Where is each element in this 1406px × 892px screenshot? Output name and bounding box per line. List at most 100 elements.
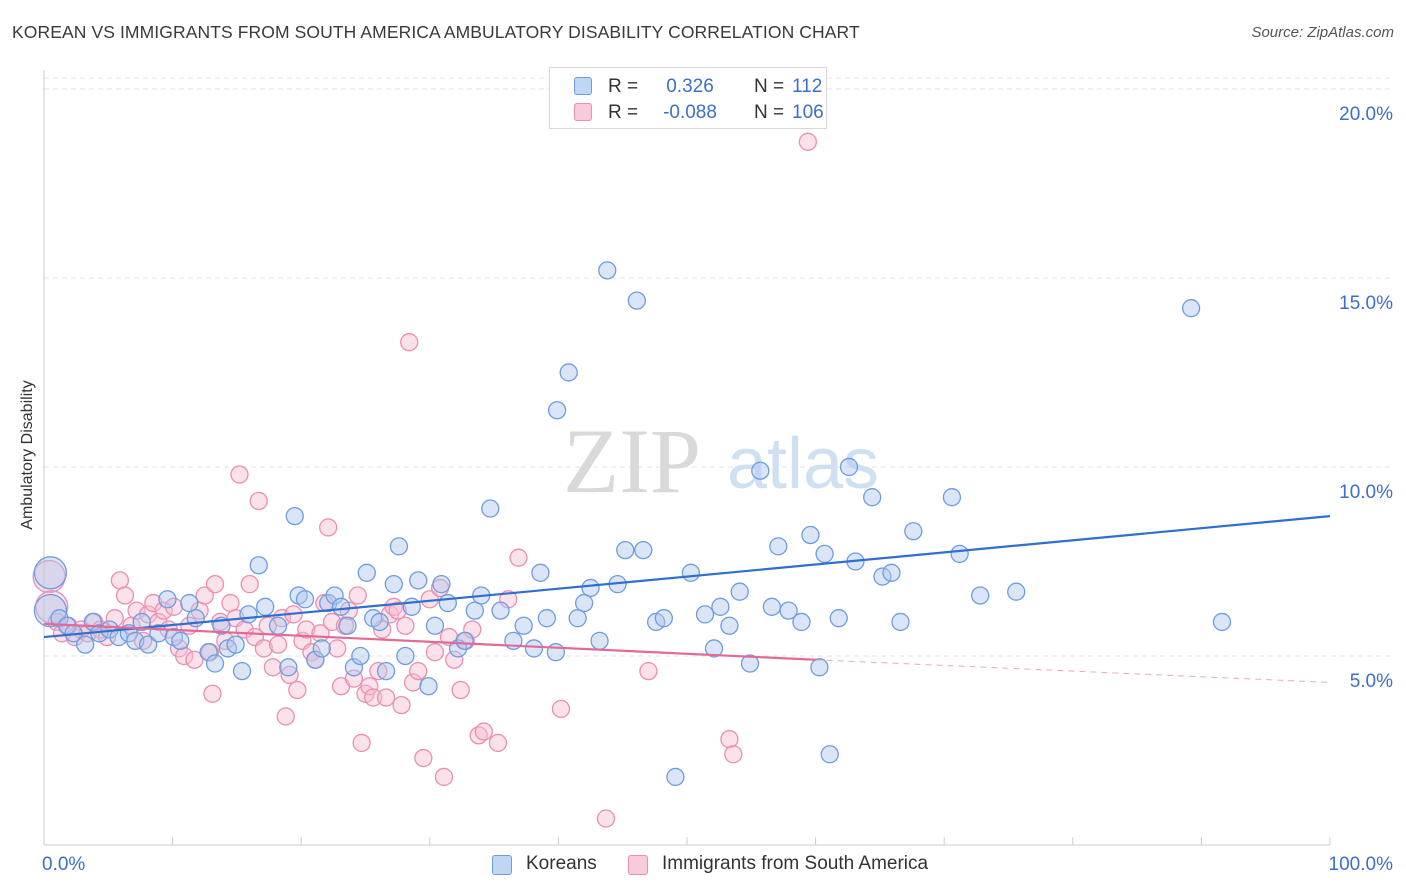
- blue-data-point: [863, 488, 882, 507]
- legend-r-label: R =: [608, 102, 639, 123]
- blue-data-point: [249, 556, 268, 575]
- blue-data-point: [882, 563, 901, 582]
- blue-data-point: [491, 601, 510, 620]
- pink-data-point: [720, 729, 739, 749]
- blue-data-point: [312, 639, 331, 658]
- blue-data-point: [681, 563, 701, 582]
- koreans-trend-line: [43, 515, 1331, 639]
- blue-data-point: [704, 639, 724, 658]
- blue-data-point: [50, 609, 69, 628]
- blue-data-point: [33, 556, 68, 590]
- blue-data-point: [285, 506, 304, 526]
- bottom-legend-label-immigrants: Immigrants from South America: [662, 853, 929, 874]
- blue-data-point: [344, 658, 364, 677]
- pink-data-point: [400, 333, 419, 352]
- pink-data-point: [639, 661, 658, 681]
- pink-data-point: [280, 665, 299, 685]
- blue-data-point: [810, 658, 829, 677]
- blue-data-point: [740, 654, 760, 673]
- blue-data-point: [666, 767, 685, 787]
- blue-data-point: [546, 643, 565, 662]
- trend-lines: [43, 515, 1331, 683]
- blue-data-point: [370, 612, 389, 632]
- pink-data-point: [409, 661, 428, 681]
- blue-data-point: [419, 677, 438, 696]
- pink-data-point: [268, 635, 288, 654]
- blue-data-point: [801, 525, 820, 545]
- blue-data-point: [769, 537, 788, 556]
- blue-data-point: [971, 586, 990, 605]
- blue-data-point: [792, 612, 811, 632]
- blue-data-point: [829, 609, 848, 628]
- pink-data-point: [175, 646, 194, 666]
- blue-data-point: [239, 605, 258, 624]
- bottom-legend-swatch-pink: [628, 855, 648, 875]
- y-tick-label: 20.0%: [1339, 104, 1393, 125]
- blue-data-point: [730, 582, 749, 601]
- blue-data-point: [942, 488, 962, 507]
- pink-data-point: [319, 518, 338, 537]
- blue-data-point: [226, 635, 245, 654]
- pink-data-point: [144, 593, 163, 613]
- pink-data-point: [388, 601, 407, 620]
- blue-data-point: [432, 574, 451, 594]
- blue-data-point: [537, 609, 556, 628]
- pink-data-point: [596, 809, 616, 828]
- pink-data-point: [195, 586, 214, 605]
- bottom-legend-label-koreans: Koreans: [526, 853, 597, 874]
- blue-data-point: [268, 616, 288, 635]
- pink-data-point: [551, 699, 571, 719]
- pink-data-point: [288, 680, 307, 700]
- pink-data-point: [276, 707, 295, 726]
- blue-data-point: [627, 291, 646, 310]
- pink-data-point: [110, 571, 130, 590]
- blue-series-points: [33, 261, 1232, 787]
- blue-data-point: [325, 586, 344, 605]
- y-tick-label: 15.0%: [1339, 293, 1393, 314]
- pink-data-point: [451, 680, 470, 700]
- bottom-legend-swatch-blue: [492, 855, 512, 875]
- blue-data-point: [839, 457, 859, 477]
- blue-data-point: [295, 590, 315, 609]
- pink-data-point: [392, 695, 411, 715]
- blue-data-point: [331, 597, 351, 616]
- source-label: Source: ZipAtlas.com: [1251, 24, 1394, 41]
- blue-data-point: [1007, 582, 1026, 601]
- blue-data-point: [891, 612, 910, 632]
- grid-lines: [44, 77, 1392, 657]
- blue-data-point: [1181, 299, 1201, 318]
- legend-n-label: N =: [754, 76, 785, 97]
- blue-data-point: [531, 563, 550, 582]
- blue-data-point: [438, 593, 457, 613]
- blue-data-point: [139, 635, 158, 654]
- blue-data-point: [873, 567, 892, 586]
- pink-data-point: [230, 465, 249, 484]
- pink-data-point: [203, 684, 222, 703]
- blue-data-point: [720, 616, 739, 635]
- blue-data-point: [76, 635, 95, 654]
- blue-data-point: [132, 612, 151, 632]
- blue-data-point: [351, 646, 370, 666]
- blue-data-point: [338, 616, 357, 635]
- pink-data-point: [364, 688, 383, 707]
- blue-data-point: [559, 363, 578, 382]
- pink-data-point: [369, 661, 388, 681]
- x-tick-label-min: 0.0%: [42, 854, 85, 875]
- pink-data-point: [360, 677, 379, 696]
- pink-data-point: [328, 639, 347, 658]
- legend-swatch-pink: [574, 103, 592, 121]
- pink-data-point: [297, 620, 316, 639]
- blue-data-point: [581, 578, 600, 598]
- blue-data-point: [158, 590, 177, 609]
- correlation-legend: R = 0.326 N = 112 R = -0.088 N = 106: [549, 67, 827, 129]
- blue-data-point: [256, 597, 275, 616]
- pink-data-point: [425, 643, 445, 662]
- immigrants-trend-line: [43, 622, 816, 661]
- pink-data-point: [221, 593, 240, 613]
- blue-data-point: [574, 593, 594, 613]
- chart-title: KOREAN VS IMMIGRANTS FROM SOUTH AMERICA …: [12, 22, 860, 42]
- blue-data-point: [514, 616, 533, 635]
- y-tick-label: 5.0%: [1350, 671, 1393, 692]
- watermark-zip: ZIP: [563, 410, 701, 512]
